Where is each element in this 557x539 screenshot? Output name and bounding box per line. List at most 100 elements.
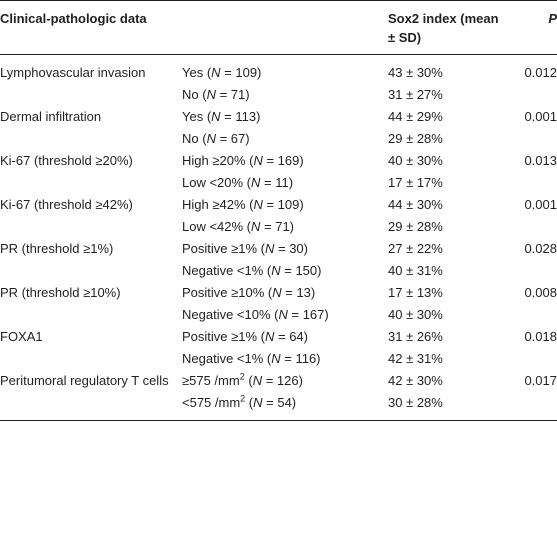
- n-symbol: N: [211, 109, 221, 124]
- cell-sox2-index: 17 ± 13%: [388, 285, 443, 300]
- table-row: No (N = 71) 31 ± 27%: [0, 84, 557, 106]
- cell-p-value: 0.018: [524, 329, 557, 344]
- group-label-mid: (: [245, 395, 254, 410]
- cell-sox2-index: 40 ± 30%: [388, 153, 443, 168]
- cell-clinical-factor: [0, 172, 182, 194]
- cell-clinical-factor: Dermal infiltration: [0, 109, 102, 124]
- cell-p-value: [506, 392, 557, 421]
- group-label: Yes (: [182, 109, 212, 124]
- group-count: = 71): [260, 219, 295, 234]
- n-symbol: N: [265, 241, 275, 256]
- cell-p-value: [506, 260, 557, 282]
- cell-sox2-index: 17 ± 17%: [388, 175, 443, 190]
- cell-p-value: 0.001: [524, 197, 557, 212]
- cell-clinical-factor: [0, 304, 182, 326]
- group-count: = 67): [215, 131, 250, 146]
- n-symbol: N: [253, 197, 263, 212]
- cell-patient-group: Positive ≥1% (N = 64): [182, 326, 388, 348]
- n-symbol: N: [211, 65, 221, 80]
- n-symbol: N: [278, 307, 288, 322]
- cell-patient-group: Negative <1% (N = 150): [182, 260, 388, 282]
- group-count: = 71): [215, 87, 250, 102]
- table-row: Lymphovascular invasion Yes (N = 109) 43 ±…: [0, 55, 557, 85]
- group-label: Yes (: [182, 65, 212, 80]
- cell-clinical-factor: Ki-67 (threshold ≥20%): [0, 153, 133, 168]
- table-row: FOXA1 Positive ≥1% (N = 64) 31 ± 26% 0.018: [0, 326, 557, 348]
- cell-clinical-factor: Lymphovascular invasion: [0, 65, 146, 80]
- group-count: = 109): [262, 197, 304, 212]
- group-count: = 116): [280, 351, 321, 366]
- group-count: = 150): [280, 263, 322, 278]
- table-row: Negative <1% (N = 116) 42 ± 31%: [0, 348, 557, 370]
- group-count: = 54): [262, 395, 297, 410]
- cell-clinical-factor: [0, 348, 182, 370]
- cell-sox2-index: 42 ± 31%: [388, 351, 443, 366]
- cell-p-value: 0.013: [524, 153, 557, 168]
- n-symbol: N: [265, 329, 275, 344]
- n-symbol: N: [206, 87, 216, 102]
- cell-sox2-index: 40 ± 30%: [388, 307, 443, 322]
- table-row: Negative <1% (N = 150) 40 ± 31%: [0, 260, 557, 282]
- group-count: = 11): [260, 175, 294, 190]
- n-symbol: N: [253, 153, 263, 168]
- group-label: Negative <1% (: [182, 263, 272, 278]
- cell-p-value: [506, 348, 557, 370]
- group-count: = 169): [262, 153, 304, 168]
- cell-p-value: [506, 84, 557, 106]
- cell-sox2-index: 29 ± 28%: [388, 131, 443, 146]
- table-row: Dermal infiltration Yes (N = 113) 44 ± 29%…: [0, 106, 557, 128]
- group-label: ≥575 /mm: [182, 373, 240, 388]
- cell-patient-group: No (N = 71): [182, 84, 388, 106]
- cell-sox2-index: 40 ± 31%: [388, 263, 443, 278]
- cell-clinical-factor: [0, 260, 182, 282]
- n-symbol: N: [272, 285, 282, 300]
- table-row: PR (threshold ≥1%) Positive ≥1% (N = 30) 2…: [0, 238, 557, 260]
- group-count: = 113): [220, 109, 261, 124]
- sox2-clinicopathologic-table: Clinical-pathologic data Sox2 index (mea…: [0, 0, 557, 421]
- group-count: = 126): [262, 373, 303, 388]
- cell-patient-group: Yes (N = 113): [182, 106, 388, 128]
- n-symbol: N: [252, 373, 263, 388]
- group-label: High ≥42% (: [182, 197, 254, 212]
- table-row: Ki-67 (threshold ≥20%) High ≥20% (N = 169…: [0, 150, 557, 172]
- group-label-mid: (: [244, 373, 253, 388]
- cell-sox2-index: 44 ± 29%: [388, 109, 443, 124]
- cell-clinical-factor: [0, 128, 182, 150]
- group-label: <575 /mm: [182, 395, 241, 410]
- cell-clinical-factor: [0, 392, 182, 421]
- group-count: = 167): [287, 307, 329, 322]
- table-row: <575 /mm2 (N = 54) 30 ± 28%: [0, 392, 557, 421]
- n-symbol: N: [271, 351, 281, 366]
- cell-clinical-factor: Peritumoral regulatory T cells: [0, 373, 169, 388]
- n-symbol: N: [253, 395, 263, 410]
- group-label: Positive ≥10% (: [182, 285, 273, 300]
- cell-sox2-index: 27 ± 22%: [388, 241, 443, 256]
- group-label: Low <20% (: [182, 175, 252, 190]
- group-label: No (: [182, 131, 207, 146]
- n-symbol: N: [251, 219, 261, 234]
- cell-patient-group: Positive ≥1% (N = 30): [182, 238, 388, 260]
- cell-clinical-factor: PR (threshold ≥1%): [0, 241, 114, 256]
- header-p-value: P: [548, 11, 557, 26]
- cell-sox2-index: 44 ± 30%: [388, 197, 443, 212]
- cell-sox2-index: 29 ± 28%: [388, 219, 443, 234]
- group-label: Negative <1% (: [182, 351, 272, 366]
- cell-p-value: [506, 304, 557, 326]
- n-symbol: N: [251, 175, 261, 190]
- cell-patient-group: ≥575 /mm2 (N = 126): [182, 370, 388, 392]
- group-count: = 109): [220, 65, 262, 80]
- cell-sox2-index: 43 ± 30%: [388, 65, 443, 80]
- cell-sox2-index: 42 ± 30%: [388, 373, 443, 388]
- table-row: Peritumoral regulatory T cells ≥575 /mm2 …: [0, 370, 557, 392]
- cell-clinical-factor: [0, 216, 182, 238]
- cell-sox2-index: 31 ± 27%: [388, 87, 443, 102]
- unit-superscript: 2: [239, 371, 245, 382]
- header-clinical-data: Clinical-pathologic data: [0, 11, 147, 26]
- cell-patient-group: Negative <1% (N = 116): [182, 348, 388, 370]
- cell-sox2-index: 30 ± 28%: [388, 395, 443, 410]
- cell-patient-group: Low <20% (N = 11): [182, 172, 388, 194]
- unit-superscript: 2: [240, 393, 246, 404]
- table-row: Low <20% (N = 11) 17 ± 17%: [0, 172, 557, 194]
- header-sox2-index: Sox2 index (mean ± SD): [388, 11, 499, 45]
